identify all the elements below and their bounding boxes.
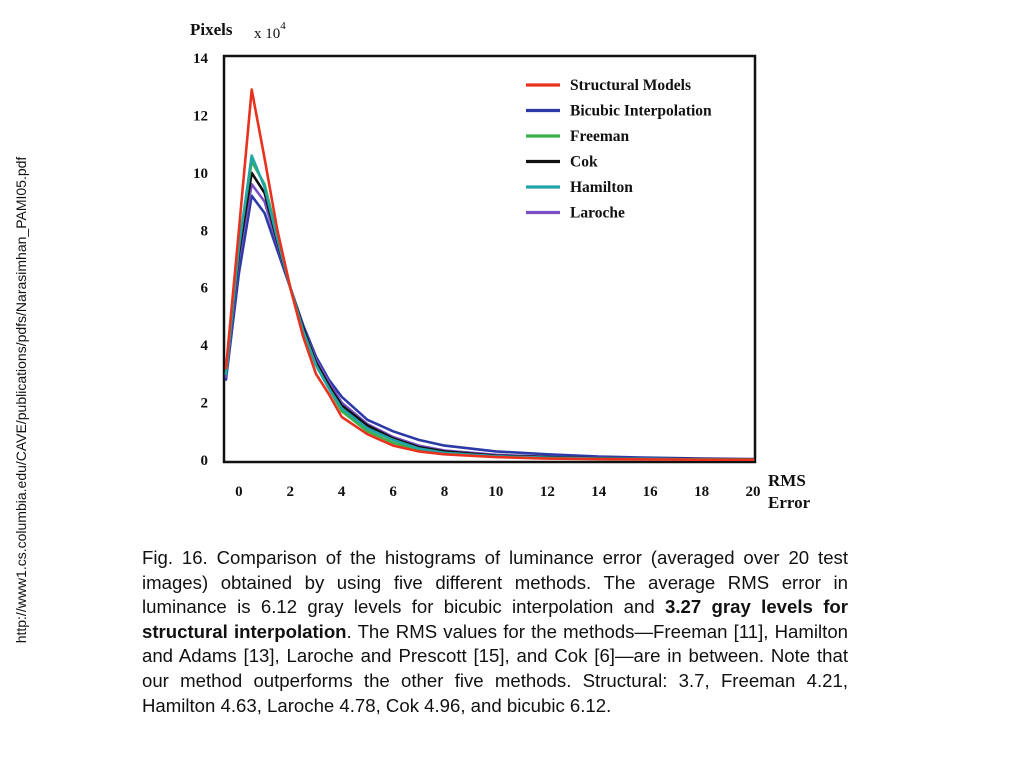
x-tick-label: 10: [488, 484, 503, 500]
legend-label: Hamilton: [570, 179, 633, 196]
plot-frame: [222, 54, 757, 464]
series-line-bicubic-interpolation: [224, 194, 755, 461]
y-tick-label: 8: [201, 223, 209, 239]
series-line-hamilton: [224, 154, 755, 462]
legend-label: Bicubic Interpolation: [570, 103, 712, 120]
y-tick-label: 6: [201, 281, 209, 297]
legend-label: Structural Models: [570, 77, 691, 94]
x-axis-label-line1: RMS: [768, 471, 806, 490]
x-tick-label: 6: [389, 484, 397, 500]
y-tick-label: 0: [201, 453, 209, 469]
x-tick-label: 16: [643, 484, 659, 500]
x-tick-label: 8: [441, 484, 449, 500]
caption-prefix: Fig. 16. Comparison of the histograms of…: [142, 547, 848, 618]
legend-label: Cok: [570, 154, 598, 171]
y-tick-label: 12: [193, 108, 208, 124]
y-tick-group: 0 2 4 6 8 10 12 14: [193, 51, 209, 469]
series-line-laroche: [224, 183, 755, 461]
figure-caption: Fig. 16. Comparison of the histograms of…: [142, 546, 848, 718]
series-group: [224, 88, 755, 462]
x-tick-label: 0: [235, 484, 243, 500]
y-tick-label: 10: [193, 166, 208, 182]
y-axis-multiplier-exponent: 4: [280, 20, 286, 32]
caption-suffix: . The RMS values for the methods—Freeman…: [142, 620, 849, 716]
y-tick-label: 14: [193, 51, 209, 67]
x-tick-label: 14: [591, 484, 607, 500]
legend: Structural Models Bicubic Interpolation Fr…: [526, 77, 712, 222]
x-axis-label-line2: Error: [768, 493, 810, 512]
chart-panel: Pixels x 104 0 2 4 6 8 10 12 14 0 2 4 6 8 10 12 14 16 18…: [170, 8, 810, 528]
y-axis-multiplier: x 104: [254, 20, 286, 42]
x-tick-label: 20: [746, 484, 761, 500]
series-line-structural-models: [224, 88, 755, 462]
x-tick-label: 2: [287, 484, 295, 500]
series-line-freeman: [224, 160, 755, 462]
legend-label: Laroche: [570, 205, 625, 222]
legend-label: Freeman: [570, 128, 629, 145]
x-tick-label: 4: [338, 484, 346, 500]
y-axis-label: Pixels: [190, 20, 233, 39]
y-tick-label: 4: [201, 338, 209, 354]
caption-bold: 3.27 gray levels for structural interpol…: [142, 596, 848, 642]
side-url-text: http://www1.cs.columbia.edu/CAVE/publica…: [13, 156, 29, 644]
x-tick-label: 18: [694, 484, 709, 500]
x-tick-label: 12: [540, 484, 555, 500]
x-tick-group: 0 2 4 6 8 10 12 14 16 18 20: [235, 484, 760, 500]
series-line-cok: [224, 171, 755, 461]
chart-svg: Pixels x 104 0 2 4 6 8 10 12 14 0 2 4 6 8 10 12 14 16 18…: [190, 20, 810, 512]
y-tick-label: 2: [201, 396, 209, 412]
